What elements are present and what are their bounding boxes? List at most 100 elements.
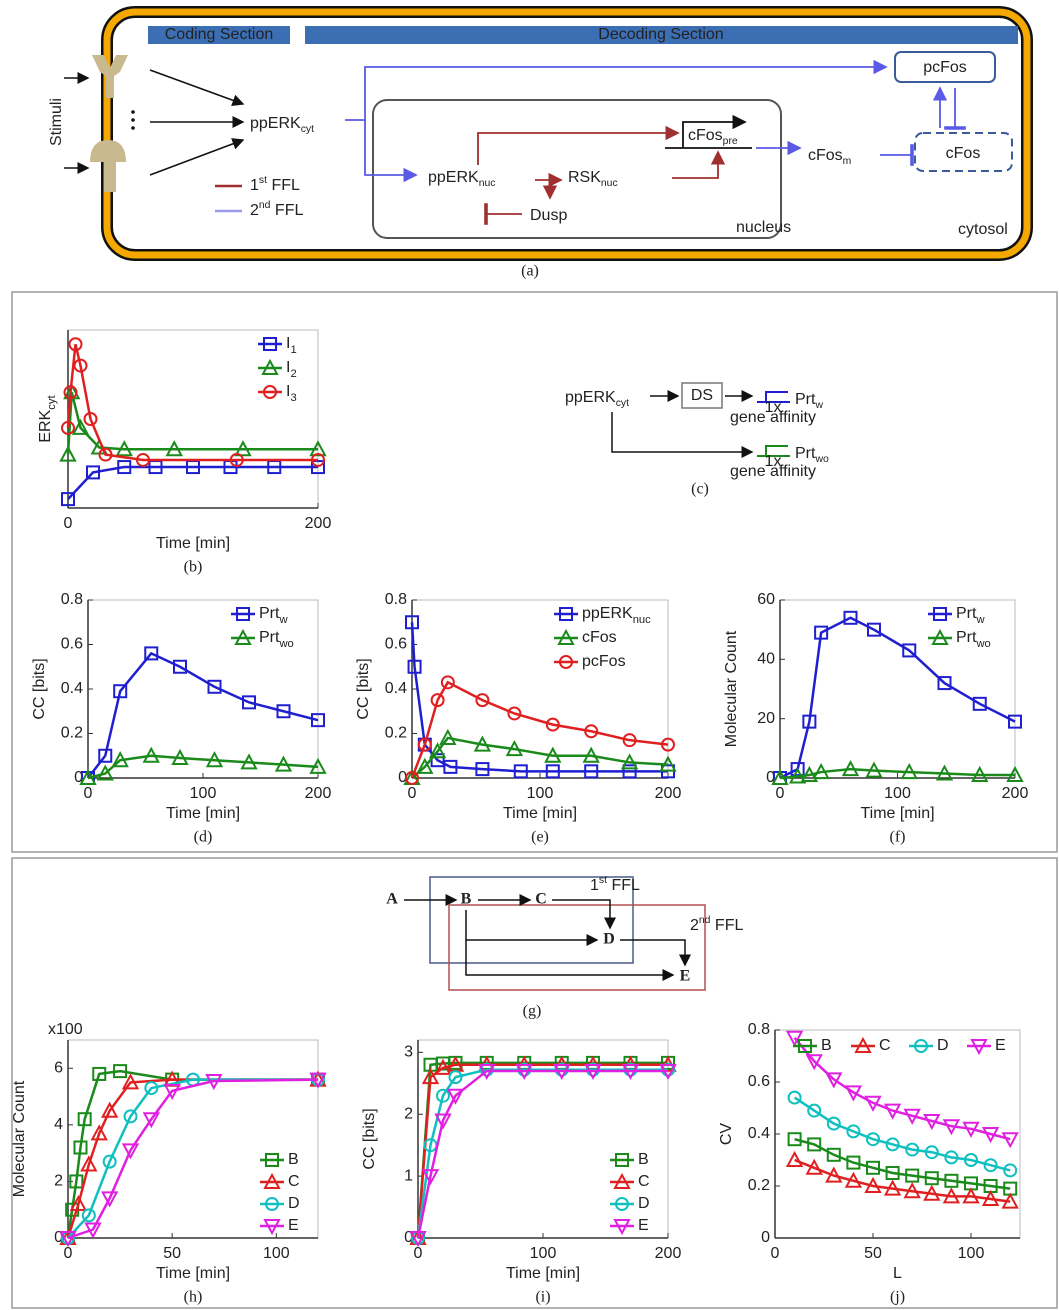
legend-label-rest: FFL [710,917,743,934]
panel-g [404,877,705,990]
y-axis-label-subscript: cyt [46,395,58,410]
legend-label: E [638,1217,649,1234]
x-tick-label: 200 [655,785,682,802]
caption: (f) [890,829,906,846]
legend-label: 1st FFL [590,875,640,894]
x-tick-label: 200 [1002,785,1029,802]
legend-subscript: 1 [290,344,296,356]
legend-label-main: 2 [250,202,259,219]
y-tick-label: 0.6 [61,636,83,653]
node-label-main: RSK [568,169,601,186]
legend-label-main: 2 [690,917,699,934]
legend-label-main: 1 [590,877,599,894]
node-label-main: ppERK [565,389,616,406]
legend-name: D [288,1195,300,1212]
x-tick-label: 0 [64,1245,73,1262]
y-axis-label: ERKcyt [37,395,58,443]
y-tick-label: 0.4 [748,1125,770,1142]
compartment-label: cytosol [958,221,1008,238]
y-axis-label: CC [bits] [355,658,372,719]
node-label-subscript: m [843,156,852,167]
y-axis-label-main: CC [bits] [361,1108,378,1169]
x-axis-label: Time [min] [503,805,577,822]
node-label-main: cFos [808,147,843,164]
legend-name: cFos [582,629,617,646]
legend-label-rest: FFL [270,202,303,219]
legend-label-main: 1 [250,177,259,194]
legend-name: Prt [956,629,977,646]
series-line [418,1065,668,1238]
legend-label: B [638,1151,649,1168]
caption: (d) [194,829,213,846]
legend-name: pcFos [582,653,626,670]
legend-name: E [288,1217,299,1234]
legend-subscript: wo [975,638,990,650]
y-tick-label: 40 [757,651,775,668]
legend-subscript: w [975,614,985,626]
node-label: DS [691,387,713,404]
y-axis-label-main: CC [bits] [31,658,48,719]
legend-label: B [288,1151,299,1168]
y-tick-label: 0.4 [385,680,407,697]
series-line [68,392,318,454]
y-axis-label: CC [bits] [31,658,48,719]
legend-label: Prtw [956,605,985,626]
node-label: ppERKcyt [565,389,629,409]
y-tick-label: 2 [404,1105,413,1122]
y-tick-label: 6 [54,1060,63,1077]
y-axis-label: Molecular Count [723,630,740,747]
node-label: pcFos [923,59,967,76]
legend-subscript: nuc [633,614,651,626]
y-tick-label: 0.8 [61,591,83,608]
legend-name: D [638,1195,650,1212]
gene-label-subscript: pre [723,136,738,147]
x-tick-label: 0 [776,785,785,802]
x-tick-label: 0 [84,785,93,802]
legend-name: Prt [259,605,280,622]
legend-label: D [937,1037,949,1054]
y-axis-label-main: Molecular Count [723,630,740,747]
caption: (h) [184,1289,203,1306]
plot-frame [412,600,668,778]
caption: (j) [890,1289,905,1306]
legend-label: C [879,1037,891,1054]
x-axis-label: Time [min] [166,805,240,822]
y-axis-label: CC [bits] [361,1108,378,1169]
legend-name: E [638,1217,649,1234]
stimuli-label: Stimuli [48,98,65,146]
y-tick-label: 0.2 [385,725,407,742]
legend-subscript: 2 [290,368,296,380]
x-axis-label: Time [min] [156,535,230,552]
figure: Coding SectionDecoding SectionStimulippE… [0,0,1059,1310]
legend-name: C [879,1037,891,1054]
y-tick-label: 0 [761,1229,770,1246]
x-tick-label: 50 [864,1245,882,1262]
legend-label: 2nd FFL [690,915,743,934]
node-label-main: Prt [795,391,816,408]
gene-label-main: cFos [688,127,723,144]
node-label-main: Prt [795,445,816,462]
y-tick-label: 3 [404,1044,413,1061]
x-tick-label: 0 [414,1245,423,1262]
legend-label: cFos [582,629,617,646]
x-axis-label: L [893,1265,902,1282]
legend-label: Prtwo [956,629,991,650]
legend-label-superscript: st [599,875,607,886]
legend-label-superscript: nd [699,915,711,926]
legend-label: Prtwo [259,629,294,650]
caption: (a) [521,263,539,280]
legend-label: E [288,1217,299,1234]
x-tick-label: 200 [655,1245,682,1262]
y-tick-label: 2 [54,1173,63,1190]
series-line [412,622,668,771]
y-axis-label-main: CV [718,1123,735,1146]
legend-name: Prt [259,629,280,646]
y-axis-label-main: CC [bits] [355,658,372,719]
y-axis-label: CV [718,1123,735,1146]
plot-frame [68,330,318,508]
y-tick-label: 0.2 [61,725,83,742]
panel-frame [12,292,1057,852]
x-tick-label: 200 [305,785,332,802]
x-tick-label: 100 [527,785,554,802]
caption: (e) [531,829,549,846]
